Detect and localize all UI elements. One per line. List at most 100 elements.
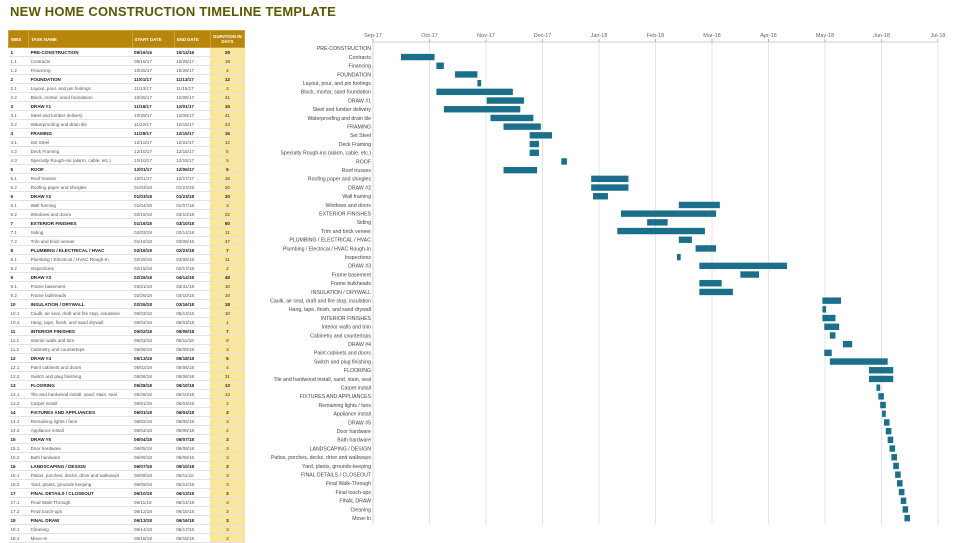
cell-end-date: 10/26/17 bbox=[174, 65, 211, 75]
cell-duration: 2 bbox=[210, 83, 245, 93]
task-label: Inspections bbox=[345, 255, 372, 261]
cell-end-date: 12/15/17 bbox=[174, 146, 211, 156]
cell-task-name: DRAW #2 bbox=[28, 191, 133, 201]
cell-start-date: 06/02/18 bbox=[132, 416, 175, 426]
cell-end-date: 06/07/18 bbox=[174, 434, 211, 444]
cell-wbs: 3.1 bbox=[8, 110, 29, 120]
cell-task-name: Windows and doors bbox=[28, 209, 133, 219]
cell-end-date: 02/14/18 bbox=[174, 227, 211, 237]
cell-start-date: 01/16/18 bbox=[132, 218, 175, 228]
task-label: PRE-CONSTRUCTION bbox=[317, 46, 371, 52]
cell-task-name: DRAW #5 bbox=[28, 434, 133, 444]
cell-wbs: 8.2 bbox=[8, 263, 29, 273]
cell-start-date: 06/08/18 bbox=[132, 470, 175, 480]
table-row: 4.3 Specialty Rough-ins (alarm, cable, et… bbox=[8, 155, 245, 165]
gantt-bar bbox=[490, 114, 534, 122]
cell-wbs: 1.2 bbox=[8, 65, 29, 75]
cell-end-date: 06/12/18 bbox=[174, 479, 211, 489]
x-tick-label: Jan-18 bbox=[591, 33, 608, 39]
cell-start-date: 06/09/18 bbox=[132, 479, 175, 489]
cell-task-name: Waterproofing and drain tile bbox=[28, 119, 133, 129]
table-row: 10 INSULATION / DRYWALL 02/26/18 03/16/18 18 bbox=[8, 299, 245, 309]
gantt-bar bbox=[503, 166, 538, 174]
task-label: Tile and hardwood install, sand, stain, … bbox=[273, 377, 371, 383]
cell-task-name: Cabinetry and countertops bbox=[28, 344, 133, 354]
table-row: 9 DRAW #3 02/26/18 04/14/18 48 bbox=[8, 272, 245, 282]
cell-duration: 10 bbox=[210, 281, 245, 291]
gantt-bar bbox=[822, 306, 827, 313]
cell-start-date: 06/15/18 bbox=[132, 533, 175, 543]
gantt-bar bbox=[824, 323, 840, 330]
cell-task-name: Door hardware bbox=[28, 443, 133, 453]
gantt-bar bbox=[699, 288, 733, 296]
cell-task-name: Yard, plants, grounds keeping bbox=[28, 479, 133, 489]
cell-duration: 10 bbox=[210, 290, 245, 300]
cell-task-name: PLUMBING / ELECTRICAL / HVAC bbox=[28, 245, 133, 255]
cell-task-name: FLOORING bbox=[28, 380, 133, 390]
gantt-bar bbox=[443, 106, 521, 113]
gantt-bar bbox=[824, 349, 832, 357]
cell-end-date: 03/10/18 bbox=[174, 218, 211, 228]
cell-end-date: 05/18/18 bbox=[174, 353, 211, 363]
cell-task-name: Trim and brick veneer bbox=[28, 236, 133, 246]
cell-end-date: 06/15/18 bbox=[174, 506, 211, 516]
table-body: 1 PRE-CONSTRUCTION 09/16/16 10/14/16 29 1.1 Co… bbox=[8, 47, 245, 543]
gantt-bar bbox=[455, 71, 478, 78]
gantt-bar bbox=[878, 393, 884, 400]
cell-end-date: 06/18/18 bbox=[174, 533, 211, 543]
cell-wbs: 6.1 bbox=[8, 200, 29, 210]
cell-wbs: 2.1 bbox=[8, 83, 29, 93]
cell-start-date: 11/29/17 bbox=[132, 128, 175, 138]
cell-wbs: 17.1 bbox=[8, 497, 29, 507]
x-tick-label: Dec-17 bbox=[534, 33, 552, 39]
cell-task-name: INTERIOR FINISHES bbox=[28, 326, 133, 336]
cell-start-date: 02/03/18 bbox=[132, 227, 175, 237]
table-row: 8.2 Inspections 02/15/18 02/17/18 2 bbox=[8, 263, 245, 273]
task-label: ROOF bbox=[356, 159, 371, 165]
table-row: 1 PRE-CONSTRUCTION 09/16/16 10/14/16 29 bbox=[8, 47, 245, 57]
cell-duration: 3 bbox=[210, 506, 245, 516]
cell-end-date: 12/17/17 bbox=[174, 173, 211, 183]
gantt-bar bbox=[561, 158, 567, 165]
cell-end-date: 05/09/18 bbox=[174, 344, 211, 354]
gantt-bar bbox=[842, 340, 853, 348]
cell-duration: 4 bbox=[210, 65, 245, 75]
task-label: Siding bbox=[357, 220, 372, 226]
x-tick-label: May-18 bbox=[816, 33, 834, 39]
cell-end-date: 01/07/18 bbox=[174, 200, 211, 210]
task-label: FIXTURES AND APPLIANCES bbox=[300, 394, 372, 400]
cell-task-name: Plumbing / Electrical / HVAC Rough-In bbox=[28, 254, 133, 264]
cell-task-name: Tile and hardwood install, sand, stain, … bbox=[28, 389, 133, 399]
gantt-chart: Sep-17 Oct-17 Nov-17 Dec-17 Jan-18 Feb-18 Mar-… bbox=[258, 28, 952, 528]
cell-start-date: 01/04/18 bbox=[132, 200, 175, 210]
x-tick-label: Oct-17 bbox=[421, 33, 438, 39]
cell-task-name: FINAL DETAILS / CLOSEOUT bbox=[28, 488, 133, 498]
page-title: NEW HOME CONSTRUCTION TIMELINE TEMPLATE bbox=[10, 4, 337, 19]
gantt-bar bbox=[621, 210, 717, 217]
gantt-bar bbox=[529, 140, 539, 148]
gantt-bar bbox=[869, 375, 894, 383]
x-tick-label: Sep-17 bbox=[364, 33, 382, 39]
table-row: 6.1 Wall framing 01/04/18 01/07/18 3 bbox=[8, 200, 245, 210]
gantt-svg: Sep-17 Oct-17 Nov-17 Dec-17 Jan-18 Feb-18 Mar-… bbox=[270, 33, 945, 525]
cell-end-date: 03/31/18 bbox=[174, 281, 211, 291]
x-tick-label: Apr-18 bbox=[760, 33, 777, 39]
table-row: 12.2 Switch and plug finishing 05/06/18 06/… bbox=[8, 371, 245, 381]
cell-duration: 3 bbox=[210, 524, 245, 534]
table-row: 5.1 Roof trusses 12/01/17 12/17/17 16 bbox=[8, 173, 245, 183]
task-label: Move-In bbox=[352, 516, 371, 522]
cell-start-date: 12/10/17 bbox=[132, 146, 175, 156]
table-row: 15 DRAW #5 06/04/18 06/07/18 3 bbox=[8, 434, 245, 444]
cell-end-date: 12/15/17 bbox=[174, 119, 211, 129]
cell-duration: 12 bbox=[210, 137, 245, 147]
cell-duration: 3 bbox=[210, 416, 245, 426]
cell-duration: 3 bbox=[210, 443, 245, 453]
task-label: Appliance install bbox=[334, 412, 372, 418]
cell-end-date: 06/11/18 bbox=[174, 470, 211, 480]
table-row: 13 FLOORING 05/28/18 06/10/18 13 bbox=[8, 380, 245, 390]
cell-wbs: 11.1 bbox=[8, 335, 29, 345]
cell-wbs: 2 bbox=[8, 74, 29, 84]
cell-task-name: Paint cabinets and doors bbox=[28, 362, 133, 372]
cell-wbs: 18.2 bbox=[8, 533, 29, 543]
table-row: 4 FRAMING 11/29/17 12/15/17 16 bbox=[8, 128, 245, 138]
